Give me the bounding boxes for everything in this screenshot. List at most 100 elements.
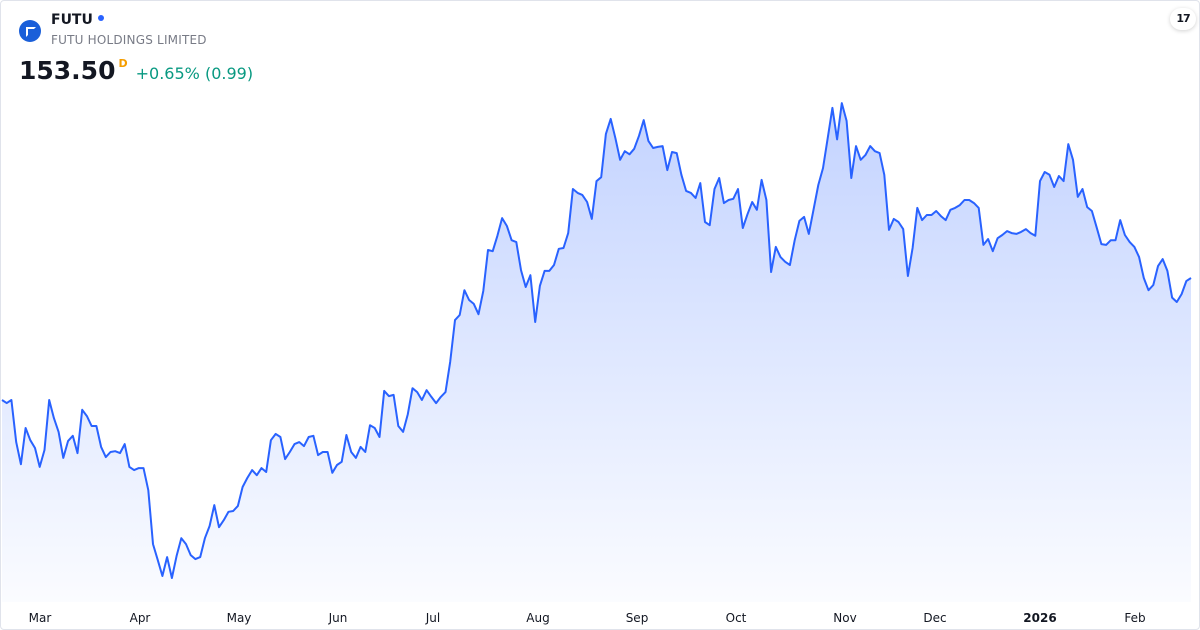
data-point bbox=[198, 555, 202, 559]
data-point bbox=[495, 234, 499, 238]
x-tick-label: Oct bbox=[726, 611, 747, 625]
data-point bbox=[99, 445, 103, 449]
data-point bbox=[444, 390, 448, 394]
data-point bbox=[915, 206, 919, 210]
data-point bbox=[821, 166, 825, 170]
data-point bbox=[793, 238, 797, 242]
data-point bbox=[722, 201, 726, 205]
data-point bbox=[165, 555, 169, 559]
data-point bbox=[1029, 231, 1033, 235]
data-point bbox=[14, 440, 18, 444]
data-point bbox=[731, 197, 735, 201]
data-point bbox=[340, 460, 344, 464]
data-point bbox=[769, 270, 773, 274]
data-point bbox=[203, 536, 207, 540]
data-point bbox=[1062, 179, 1066, 183]
data-point bbox=[109, 450, 113, 454]
x-tick-label: Aug bbox=[526, 611, 549, 625]
data-point bbox=[845, 119, 849, 123]
data-point bbox=[1090, 209, 1094, 213]
data-point bbox=[939, 214, 943, 218]
data-point bbox=[609, 117, 613, 121]
data-point bbox=[1132, 245, 1136, 249]
data-point bbox=[184, 542, 188, 546]
data-point bbox=[1175, 300, 1179, 304]
data-point bbox=[387, 394, 391, 398]
data-point bbox=[863, 153, 867, 157]
data-point bbox=[788, 263, 792, 267]
data-point bbox=[745, 212, 749, 216]
data-point bbox=[826, 136, 830, 140]
data-point bbox=[830, 106, 834, 110]
data-point bbox=[137, 466, 141, 470]
data-point bbox=[533, 320, 537, 324]
data-point bbox=[1137, 255, 1141, 259]
data-point bbox=[288, 450, 292, 454]
data-point bbox=[1043, 170, 1047, 174]
data-point bbox=[727, 198, 731, 202]
x-tick-label: Sep bbox=[626, 611, 649, 625]
data-point bbox=[1099, 242, 1103, 246]
data-point bbox=[651, 146, 655, 150]
data-point bbox=[967, 198, 971, 202]
data-point bbox=[538, 284, 542, 288]
data-point bbox=[491, 249, 495, 253]
data-point bbox=[925, 213, 929, 217]
data-point bbox=[1161, 257, 1165, 261]
data-point bbox=[689, 191, 693, 195]
tradingview-logo-icon[interactable]: 17 bbox=[1170, 8, 1196, 30]
data-point bbox=[632, 147, 636, 151]
data-point bbox=[113, 449, 117, 453]
data-point bbox=[1189, 276, 1193, 280]
data-point bbox=[293, 442, 297, 446]
data-point bbox=[779, 255, 783, 259]
data-point bbox=[226, 510, 230, 514]
price-line bbox=[1, 102, 1192, 579]
data-point bbox=[363, 450, 367, 454]
symbol-text: FUTU bbox=[51, 12, 93, 28]
symbol-ticker[interactable]: FUTU bbox=[51, 12, 104, 29]
data-point bbox=[297, 440, 301, 444]
data-point bbox=[1038, 179, 1042, 183]
company-name: FUTU HOLDINGS LIMITED bbox=[51, 33, 207, 47]
data-point bbox=[458, 313, 462, 317]
data-point bbox=[330, 471, 334, 475]
data-point bbox=[873, 149, 877, 153]
price-row: 153.50 D +0.65% (0.99) bbox=[19, 56, 253, 86]
last-price: 153.50 bbox=[19, 56, 116, 85]
data-point bbox=[840, 101, 844, 105]
data-point bbox=[882, 173, 886, 177]
data-point bbox=[1005, 229, 1009, 233]
data-point bbox=[90, 424, 94, 428]
data-point bbox=[835, 137, 839, 141]
data-point bbox=[1147, 288, 1151, 292]
futu-logo bbox=[19, 20, 41, 42]
data-point bbox=[1128, 240, 1132, 244]
data-point bbox=[802, 215, 806, 219]
data-point bbox=[420, 398, 424, 402]
data-point bbox=[618, 158, 622, 162]
data-point bbox=[807, 232, 811, 236]
data-point bbox=[94, 424, 98, 428]
market-status-dot-icon bbox=[97, 15, 104, 21]
data-point bbox=[396, 424, 400, 428]
data-point bbox=[1123, 233, 1127, 237]
data-point bbox=[623, 149, 627, 153]
data-point bbox=[1019, 230, 1023, 234]
data-point bbox=[571, 187, 575, 191]
data-point bbox=[127, 465, 131, 469]
data-point bbox=[302, 444, 306, 448]
data-point bbox=[698, 181, 702, 185]
data-point bbox=[260, 466, 264, 470]
data-point bbox=[66, 439, 70, 443]
data-point bbox=[774, 245, 778, 249]
data-point bbox=[1109, 238, 1113, 242]
data-point bbox=[477, 312, 481, 316]
data-point bbox=[1080, 187, 1084, 191]
data-point bbox=[590, 217, 594, 221]
data-point bbox=[500, 216, 504, 220]
data-point bbox=[175, 554, 179, 558]
data-point bbox=[859, 158, 863, 162]
data-point bbox=[547, 269, 551, 273]
